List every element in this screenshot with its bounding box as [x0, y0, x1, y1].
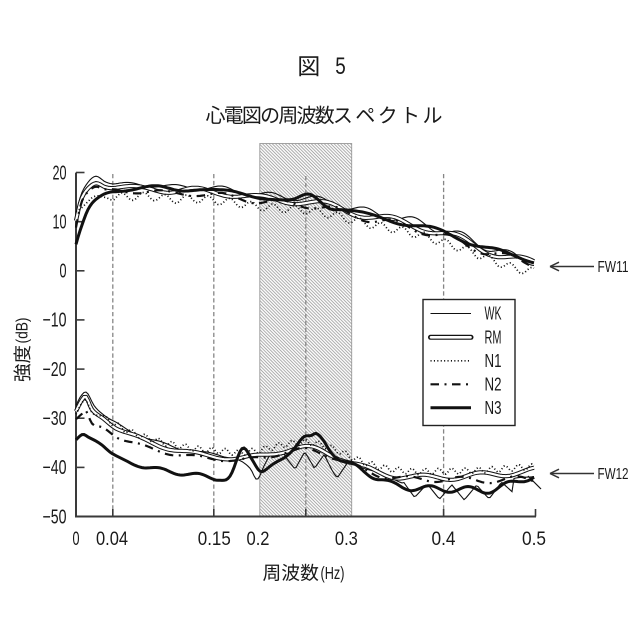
svg-text:−10: −10 — [43, 310, 67, 332]
svg-text:RM: RM — [485, 328, 502, 348]
svg-text:(Hz): (Hz) — [321, 563, 345, 583]
svg-text:10: 10 — [53, 211, 67, 233]
svg-text:0.5: 0.5 — [522, 529, 546, 550]
svg-text:N1: N1 — [485, 351, 502, 371]
svg-text:0.3: 0.3 — [335, 529, 358, 550]
svg-text:0.04: 0.04 — [96, 529, 128, 550]
svg-text:0: 0 — [60, 261, 67, 283]
svg-text:N2: N2 — [485, 375, 502, 395]
svg-text:FW11: FW11 — [598, 259, 629, 276]
svg-text:20: 20 — [53, 162, 67, 184]
svg-text:0.2: 0.2 — [247, 529, 270, 550]
svg-text:0.15: 0.15 — [198, 529, 231, 550]
svg-text:N3: N3 — [485, 398, 502, 418]
svg-text:0: 0 — [73, 529, 80, 550]
svg-text:WK: WK — [485, 304, 502, 324]
svg-text:(dB): (dB) — [13, 318, 32, 344]
svg-text:−50: −50 — [43, 506, 67, 528]
svg-text:0.4: 0.4 — [432, 529, 456, 550]
svg-text:−30: −30 — [43, 408, 67, 430]
svg-text:5: 5 — [335, 53, 346, 80]
svg-text:−20: −20 — [43, 359, 67, 381]
svg-text:−40: −40 — [43, 457, 67, 479]
svg-text:FW12: FW12 — [598, 466, 629, 483]
